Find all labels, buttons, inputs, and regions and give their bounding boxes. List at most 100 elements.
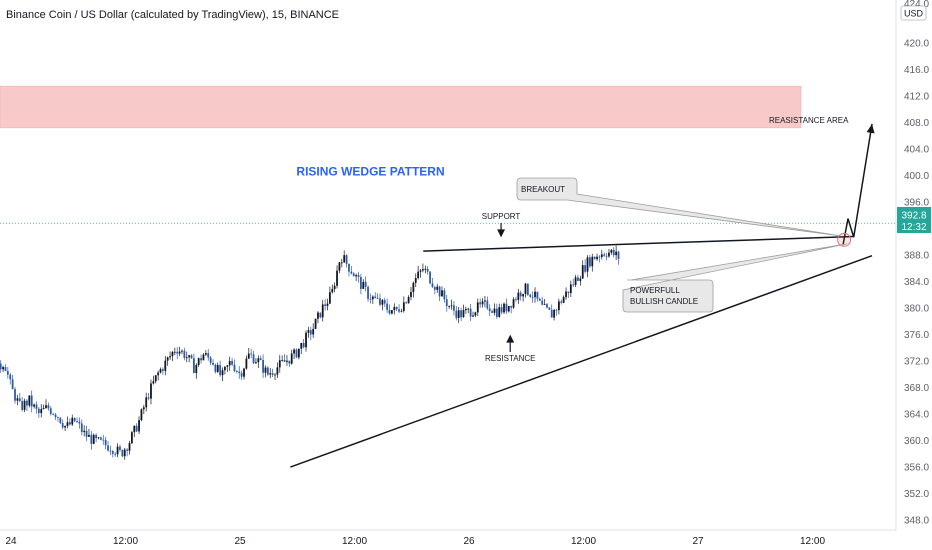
candle-body (402, 302, 405, 311)
currency-box[interactable] (900, 5, 927, 21)
candle-body (457, 310, 460, 318)
candle-body (543, 304, 546, 305)
candle-body (73, 417, 76, 422)
candle-body (61, 423, 64, 428)
candle-body (71, 417, 74, 425)
candle-body (328, 292, 331, 304)
candle-body (133, 425, 136, 433)
x-axis: 24 12:00 25 12:00 26 12:00 27 12:00 (5, 536, 825, 547)
candle-body (400, 310, 403, 312)
candle-body (116, 446, 119, 455)
candle-body (66, 422, 69, 426)
candle-body (374, 296, 377, 298)
candle-body (331, 289, 334, 293)
candle-body (536, 291, 539, 299)
candle-body (546, 304, 548, 308)
y-tick-label: 412.0 (904, 92, 929, 103)
candle-body (188, 355, 191, 358)
candle-body (204, 353, 207, 355)
candle-body (467, 308, 470, 310)
candle-body (49, 408, 52, 414)
candle-body (305, 332, 307, 348)
candle-body (197, 358, 200, 366)
candle-body (376, 297, 379, 299)
candle-body (309, 330, 312, 335)
candle-body (278, 360, 281, 368)
candle-body (11, 379, 14, 390)
candle-body (207, 353, 210, 358)
candle-body (371, 296, 374, 300)
candle-body (319, 312, 322, 318)
candle-body (553, 309, 556, 318)
candle-body (484, 300, 486, 302)
candle-body (429, 271, 431, 284)
candle-body (226, 365, 229, 367)
candle-body (565, 291, 567, 298)
candle-body (436, 286, 439, 290)
candle-body (612, 249, 615, 256)
candle-body (176, 351, 179, 354)
candle-body (469, 308, 472, 317)
candle-body (221, 370, 224, 376)
candle-body (80, 423, 83, 433)
candle-body (388, 309, 391, 314)
breakout-label: BREAKOUT (521, 185, 565, 194)
candle-body (147, 397, 150, 399)
candle-body (398, 309, 400, 312)
candle-body (259, 358, 262, 360)
candle-body (190, 355, 193, 359)
candle-body (40, 409, 43, 414)
candle-body (460, 310, 462, 318)
candle-body (517, 292, 520, 300)
candle-body (462, 310, 465, 318)
candle-body (307, 330, 310, 333)
candle-body (130, 432, 133, 444)
x-tick-label: 25 (234, 536, 246, 547)
candle-body (119, 446, 121, 450)
bullish-candle-label-line1: POWERFULL (630, 286, 680, 295)
support-trendline (423, 235, 854, 252)
candle-body (114, 453, 117, 455)
y-tick-label: 376.0 (904, 330, 929, 341)
candle-body (247, 353, 250, 359)
candle-body (522, 294, 525, 297)
candle-body (286, 360, 288, 362)
candle-body (367, 286, 369, 299)
candle-body (83, 430, 86, 433)
candle-body (333, 285, 336, 290)
candle-body (352, 273, 355, 277)
candle-body (297, 348, 300, 358)
candle-body (495, 308, 498, 317)
candle-body (541, 300, 544, 305)
candle-body (524, 283, 527, 295)
candle-body (195, 365, 198, 374)
candle-body (317, 312, 319, 319)
candle-body (257, 358, 260, 363)
x-tick-label: 27 (692, 536, 704, 547)
x-tick-label: 12:00 (571, 536, 596, 547)
candle-body (412, 282, 415, 292)
candle-body (162, 369, 164, 371)
candle-body (488, 308, 491, 312)
candle-body (407, 297, 410, 304)
candle-body (200, 358, 202, 361)
candle-body (97, 437, 100, 439)
candle-body (526, 283, 529, 295)
candle-body (321, 304, 324, 318)
candle-body (438, 286, 441, 297)
candle-body (52, 413, 55, 415)
candle-body (202, 354, 205, 361)
candle-body (152, 381, 155, 384)
candle-body (503, 303, 505, 313)
projection-arrowhead (866, 123, 875, 134)
candle-body (355, 275, 358, 277)
candle-body (567, 291, 570, 293)
candle-body (219, 365, 222, 376)
candle-body (577, 277, 579, 281)
candle-body (243, 368, 245, 377)
candle-body (54, 414, 57, 418)
candle-body (266, 367, 269, 375)
candle-body (181, 350, 183, 352)
candle-body (64, 425, 67, 428)
